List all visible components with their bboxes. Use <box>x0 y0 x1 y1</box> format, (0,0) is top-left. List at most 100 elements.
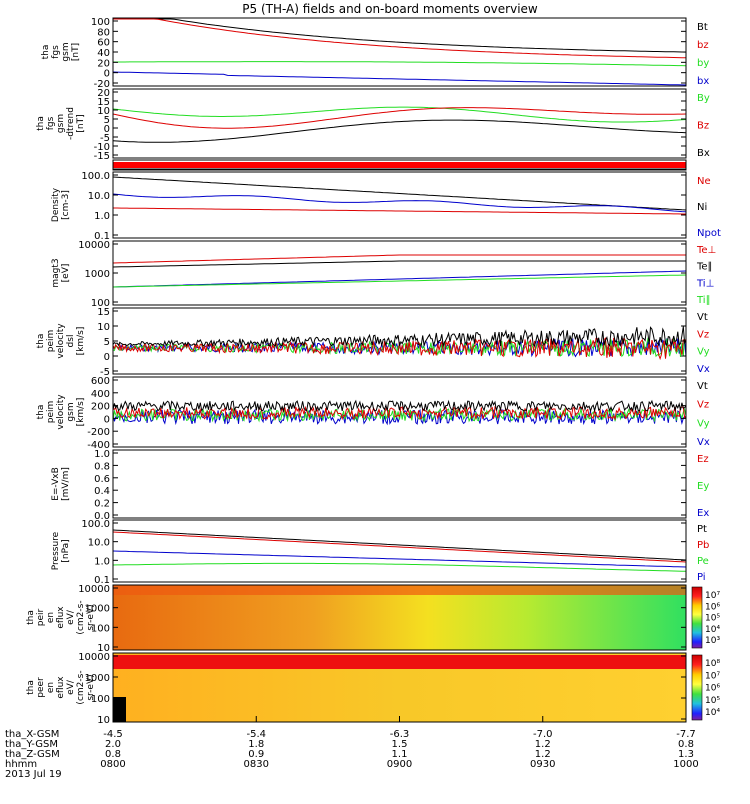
x-tick-label: 0.8 <box>678 739 694 750</box>
y-tick-label: 0 <box>104 414 110 425</box>
y-tick-label: -20 <box>94 79 110 90</box>
legend-Vy: Vy <box>697 418 710 429</box>
legend-Ne: Ne <box>697 176 711 187</box>
y-tick-label: 0 <box>104 69 110 80</box>
y-label-line: peim <box>46 401 56 424</box>
y-label-line: (cm2-s- <box>76 670 86 704</box>
legend-Vx: Vx <box>697 437 710 448</box>
colorbar-label: 10⁶ <box>705 684 720 694</box>
legend-Te∥: Te∥ <box>696 262 713 273</box>
panel-velocity-dsl: 15 10 5 0 -5 tha peim velocity dsl [km/s] Vt Vz Vy Vx <box>36 307 710 378</box>
y-tick-label: 0.6 <box>94 474 110 485</box>
spectrogram-fill <box>113 585 686 650</box>
series-line-red <box>112 405 687 421</box>
y-label-line: fgs <box>51 45 61 59</box>
panel-frame <box>112 519 687 583</box>
legend-Ti∥: Ti∥ <box>696 295 711 306</box>
series-line-blue <box>112 71 687 86</box>
spectrogram-high-band <box>113 585 686 595</box>
legend-Pb: Pb <box>697 540 709 551</box>
legend-Bx: Bx <box>697 148 710 159</box>
x-row-label: hhmm <box>5 759 37 770</box>
series-line-green <box>112 337 687 358</box>
y-label-line: en <box>46 682 56 693</box>
y-label-line: [nT] <box>71 43 81 61</box>
series-line-green <box>112 562 687 572</box>
y-tick-label: 5 <box>104 337 110 348</box>
legend-Bz: Bz <box>697 121 709 132</box>
series-line-black <box>113 18 687 53</box>
y-tick-label: 0.4 <box>94 486 110 497</box>
colorbar-label: 10⁴ <box>705 625 720 635</box>
spectrogram-gap <box>113 697 126 722</box>
legend-By: By <box>697 93 710 104</box>
series-line-green <box>112 407 687 423</box>
y-tick-label: 15 <box>97 307 110 318</box>
colorbar-label: 10⁴ <box>705 708 720 718</box>
x-tick-label: 1.8 <box>248 739 264 750</box>
series-line-red <box>112 531 687 563</box>
x-tick-label: 0830 <box>244 759 269 770</box>
series-line-red <box>113 207 686 215</box>
legend-Te⊥: Te⊥ <box>696 245 716 256</box>
x-tick-label: 1.3 <box>678 749 694 760</box>
y-label-line: gsm <box>56 114 66 133</box>
legend-Ey: Ey <box>697 481 709 492</box>
y-label-line: [nPa] <box>61 539 71 562</box>
y-tick-label: 10.0 <box>88 538 110 549</box>
y-tick-label: 600 <box>91 376 110 387</box>
x-tick-label: -7.0 <box>533 729 553 740</box>
series-line-black <box>112 176 687 211</box>
legend-bz: bz <box>697 40 709 51</box>
y-tick-label: 0 <box>104 124 110 135</box>
y-tick-label: 0.1 <box>94 575 110 586</box>
y-tick-label: 80 <box>97 27 110 38</box>
series-line-black <box>112 399 687 413</box>
legend-Vz: Vz <box>697 329 709 340</box>
y-tick-label: -10 <box>94 142 110 153</box>
y-label-line: peer <box>36 677 46 698</box>
legend-Ex: Ex <box>697 508 709 519</box>
y-tick-label: 0.1 <box>94 231 110 242</box>
y-label-line: gsm <box>61 42 71 61</box>
y-tick-label: 10 <box>97 643 110 654</box>
y-label-line: magt3 <box>51 258 61 287</box>
series-line-black <box>112 529 687 561</box>
y-tick-label: 10 <box>97 715 110 726</box>
series-line-blue <box>112 270 687 288</box>
legend-Bt: Bt <box>697 22 708 33</box>
y-label-line: gsm <box>66 402 76 421</box>
y-tick-label: 1000 <box>85 604 110 615</box>
y-label-line: tha <box>26 610 36 625</box>
colorbar: 10⁸ 10⁷ 10⁶ 10⁵ 10⁴ <box>691 654 720 721</box>
panel-frame <box>112 17 687 87</box>
y-tick-label: 100 <box>91 17 110 28</box>
legend-Pe: Pe <box>697 556 709 567</box>
panel-frame <box>112 88 687 159</box>
x-tick-label: 1.5 <box>392 739 408 750</box>
y-label-line: tha <box>36 405 46 420</box>
y-tick-label: 20 <box>97 88 110 99</box>
y-label-line: peim <box>46 330 56 353</box>
y-tick-label: 60 <box>97 38 110 49</box>
y-label-line: eflux <box>56 676 66 699</box>
y-tick-label: 10000 <box>78 652 110 663</box>
y-axis-label: E=-VxB [mV/m] <box>51 467 71 501</box>
series-line-green <box>113 61 687 67</box>
y-axis-label: tha fgs gsm -dtrend [nT] <box>36 107 86 140</box>
series-line-red <box>113 18 686 59</box>
legend-Pt: Pt <box>697 524 707 535</box>
x-tick-label: 2.0 <box>105 739 121 750</box>
y-axis-label: Pressure [nPa] <box>51 531 71 570</box>
panel-efield: 1.00.8 0.60.4 0.20.0 E=-VxB [mV/m] Ez Ey Ex <box>51 449 709 522</box>
y-tick-label: -5 <box>100 133 110 144</box>
x-tick-label: 1.2 <box>535 749 551 760</box>
x-tick-label: 1000 <box>673 759 698 770</box>
y-label-line: Density <box>51 187 61 222</box>
y-axis-label: Density [cm-3] <box>51 187 71 222</box>
